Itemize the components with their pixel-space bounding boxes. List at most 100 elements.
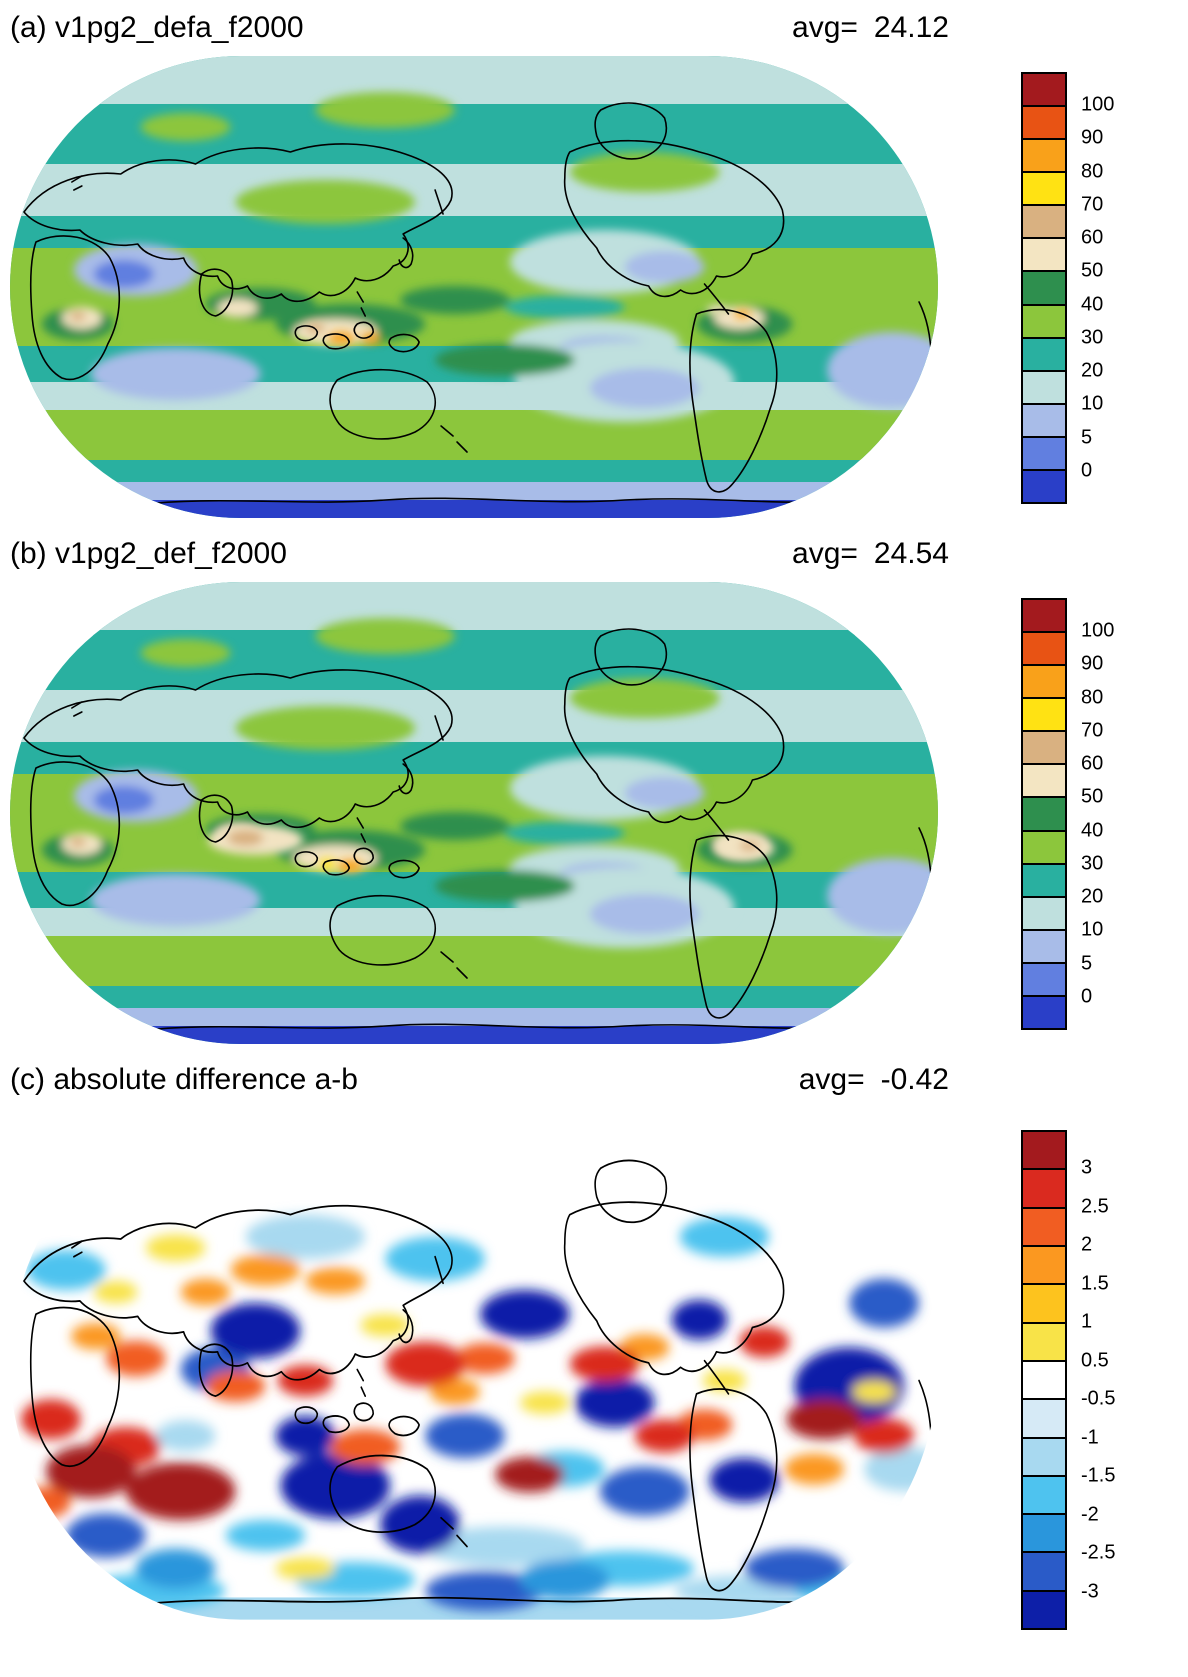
colorbar-tick-label: 40 bbox=[1081, 293, 1104, 316]
panel-a-header: (a) v1pg2_defa_f2000 avg= 24.12 bbox=[6, 6, 951, 52]
colorbar-tick-label: 0 bbox=[1081, 985, 1093, 1008]
panel-b-title: (b) v1pg2_def_f2000 bbox=[10, 537, 287, 570]
colorbar-tick-label: 50 bbox=[1081, 785, 1104, 808]
colorbar-segment bbox=[1023, 237, 1065, 271]
map-c bbox=[6, 1104, 944, 1624]
panel-c-title: (c) absolute difference a-b bbox=[10, 1063, 358, 1096]
panel-a: (a) v1pg2_defa_f2000 avg= 24.12 100 90 80 7… bbox=[6, 6, 1188, 522]
colorbar-tick-label: 2.5 bbox=[1081, 1195, 1109, 1218]
colorbar-a-stack bbox=[1021, 72, 1067, 504]
colorbar-segment bbox=[1023, 336, 1065, 370]
colorbar-segment bbox=[1023, 994, 1065, 1029]
colorbar-segment bbox=[1023, 730, 1065, 764]
colorbar-segment bbox=[1023, 270, 1065, 304]
colorbar-segment bbox=[1023, 1436, 1065, 1475]
panel-c-avg: avg= -0.42 bbox=[799, 1063, 949, 1097]
colorbar-tick-label: 5 bbox=[1081, 426, 1093, 449]
panel-b-header: (b) v1pg2_def_f2000 avg= 24.54 bbox=[6, 532, 951, 578]
colorbar-segment bbox=[1023, 697, 1065, 731]
colorbar-tick-label: 90 bbox=[1081, 652, 1104, 675]
colorbar-segment bbox=[1023, 1244, 1065, 1284]
colorbar-tick-label: -1 bbox=[1081, 1426, 1099, 1449]
colorbar-segment bbox=[1023, 204, 1065, 238]
panel-a-avg-label: avg= bbox=[792, 11, 858, 44]
colorbar-tick-label: 30 bbox=[1081, 852, 1104, 875]
colorbar-segment bbox=[1023, 303, 1065, 337]
colorbar-c: 3 2.5 2 1.5 1 0.5 -0.5 -1 -1.5 -2 -2.5 -3 bbox=[1021, 1130, 1188, 1630]
colorbar-tick-label: 0 bbox=[1081, 459, 1093, 482]
colorbar-tick-label: 70 bbox=[1081, 719, 1104, 742]
colorbar-segment bbox=[1023, 105, 1065, 139]
colorbar-segment bbox=[1023, 138, 1065, 172]
colorbar-segment bbox=[1023, 664, 1065, 698]
colorbar-segment bbox=[1023, 1359, 1065, 1399]
colorbar-tick-label: 20 bbox=[1081, 885, 1104, 908]
colorbar-tick-label: -2.5 bbox=[1081, 1541, 1116, 1564]
colorbar-tick-label: 80 bbox=[1081, 686, 1104, 709]
colorbar-tick-label: 5 bbox=[1081, 952, 1093, 975]
colorbar-tick-label: 10 bbox=[1081, 918, 1104, 941]
colorbar-segment bbox=[1023, 796, 1065, 830]
colorbar-tick-label: 70 bbox=[1081, 193, 1104, 216]
colorbar-segment bbox=[1023, 862, 1065, 896]
panel-a-avg-value: 24.12 bbox=[873, 11, 949, 44]
colorbar-b-ticks: 100 90 80 70 60 50 40 30 20 10 5 0 bbox=[1067, 598, 1145, 1030]
colorbar-segment bbox=[1023, 1589, 1065, 1629]
colorbar-a: 100 90 80 70 60 50 40 30 20 10 5 0 bbox=[1021, 72, 1188, 504]
panel-a-avg: avg= 24.12 bbox=[792, 11, 949, 45]
panel-c-avg-label: avg= bbox=[798, 1063, 865, 1096]
colorbar-segment bbox=[1023, 1551, 1065, 1590]
colorbar-tick-label: 60 bbox=[1081, 226, 1104, 249]
colorbar-segment bbox=[1023, 468, 1065, 503]
colorbar-tick-label: 50 bbox=[1081, 259, 1104, 282]
map-c-field bbox=[6, 1104, 944, 1624]
colorbar-segment bbox=[1023, 1283, 1065, 1322]
colorbar-segment bbox=[1023, 1168, 1065, 1207]
colorbar-tick-label: 1 bbox=[1081, 1310, 1093, 1333]
colorbar-tick-label: 40 bbox=[1081, 819, 1104, 842]
panel-c: (c) absolute difference a-b avg= -0.42 3… bbox=[6, 1058, 1188, 1630]
colorbar-segment bbox=[1023, 74, 1065, 106]
colorbar-b-stack bbox=[1021, 598, 1067, 1030]
panel-c-avg-value: -0.42 bbox=[880, 1063, 949, 1096]
colorbar-tick-label: 3 bbox=[1081, 1156, 1093, 1179]
colorbar-segment bbox=[1023, 600, 1065, 632]
colorbar-b: 100 90 80 70 60 50 40 30 20 10 5 0 bbox=[1021, 598, 1188, 1030]
map-a bbox=[6, 52, 944, 522]
panel-b-avg: avg= 24.54 bbox=[792, 537, 949, 571]
colorbar-tick-label: 1.5 bbox=[1081, 1272, 1109, 1295]
colorbar-tick-label: -1.5 bbox=[1081, 1464, 1116, 1487]
colorbar-c-ticks: 3 2.5 2 1.5 1 0.5 -0.5 -1 -1.5 -2 -2.5 -3 bbox=[1067, 1130, 1145, 1630]
colorbar-c-stack bbox=[1021, 1130, 1067, 1630]
colorbar-a-ticks: 100 90 80 70 60 50 40 30 20 10 5 0 bbox=[1067, 72, 1145, 504]
colorbar-tick-label: 10 bbox=[1081, 392, 1104, 415]
colorbar-segment bbox=[1023, 1206, 1065, 1245]
panel-b-avg-label: avg= bbox=[792, 537, 858, 570]
colorbar-segment bbox=[1023, 631, 1065, 665]
colorbar-segment bbox=[1023, 1474, 1065, 1514]
colorbar-segment bbox=[1023, 369, 1065, 403]
colorbar-tick-label: 90 bbox=[1081, 126, 1104, 149]
colorbar-tick-label: 100 bbox=[1081, 619, 1115, 642]
figure: (a) v1pg2_defa_f2000 avg= 24.12 100 90 80 7… bbox=[0, 6, 1188, 1630]
panel-a-title: (a) v1pg2_defa_f2000 bbox=[10, 11, 304, 44]
colorbar-segment bbox=[1023, 435, 1065, 469]
colorbar-tick-label: -2 bbox=[1081, 1503, 1099, 1526]
panel-c-header: (c) absolute difference a-b avg= -0.42 bbox=[6, 1058, 951, 1104]
colorbar-tick-label: 60 bbox=[1081, 752, 1104, 775]
colorbar-segment bbox=[1023, 928, 1065, 962]
map-b-field bbox=[6, 578, 944, 1048]
colorbar-tick-label: 2 bbox=[1081, 1233, 1093, 1256]
colorbar-tick-label: -0.5 bbox=[1081, 1387, 1116, 1410]
colorbar-segment bbox=[1023, 1132, 1065, 1169]
colorbar-segment bbox=[1023, 171, 1065, 205]
colorbar-segment bbox=[1023, 402, 1065, 436]
colorbar-tick-label: -3 bbox=[1081, 1580, 1099, 1603]
colorbar-segment bbox=[1023, 961, 1065, 995]
colorbar-segment bbox=[1023, 829, 1065, 863]
colorbar-segment bbox=[1023, 895, 1065, 929]
colorbar-segment bbox=[1023, 1398, 1065, 1437]
colorbar-tick-label: 80 bbox=[1081, 160, 1104, 183]
colorbar-tick-label: 0.5 bbox=[1081, 1349, 1109, 1372]
colorbar-tick-label: 30 bbox=[1081, 326, 1104, 349]
